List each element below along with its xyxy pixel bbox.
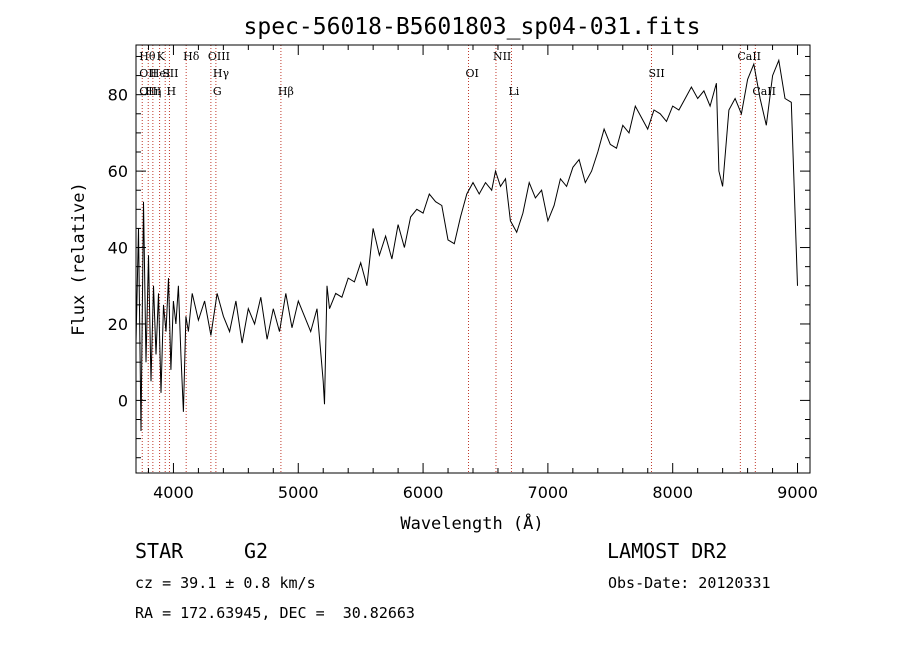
- line-marker-label: Hβ: [278, 85, 294, 98]
- line-marker-label: Li: [508, 85, 519, 98]
- line-marker-label: SII: [162, 67, 178, 80]
- line-marker-label: Hγ: [213, 67, 230, 80]
- x-tick-label: 8000: [652, 483, 693, 502]
- y-tick-label: 60: [108, 162, 128, 181]
- line-marker-label: OI: [466, 67, 479, 80]
- line-marker-label: H: [166, 85, 176, 98]
- chart-title: spec-56018-B5601803_sp04-031.fits: [244, 14, 701, 40]
- line-marker-label: Hδ: [183, 50, 200, 63]
- coordinates: RA = 172.63945, DEC = 30.82663: [135, 604, 415, 622]
- line-marker-label: HeI: [150, 67, 170, 80]
- y-tick-label: 80: [108, 86, 128, 105]
- x-tick-label: 4000: [153, 483, 194, 502]
- x-axis-label: Wavelength (Å): [400, 512, 543, 534]
- spectrum-series: [135, 58, 798, 432]
- survey-name: LAMOST DR2: [607, 539, 728, 563]
- spectral-subclass: G2: [244, 539, 269, 563]
- x-tick-label: 5000: [278, 483, 319, 502]
- y-tick-label: 0: [118, 391, 128, 410]
- line-marker-label: CaII: [737, 50, 761, 63]
- line-marker-label: SII: [648, 67, 664, 80]
- y-tick-label: 20: [108, 315, 128, 334]
- line-marker-label: NII: [493, 50, 511, 63]
- object-class: STAR: [135, 539, 184, 563]
- axes: 4000 5000 6000 7000 8000 9000 0 20 40 60 80: [108, 45, 818, 502]
- spectrum-line: [135, 58, 798, 432]
- line-marker-label: K: [157, 50, 166, 63]
- x-tick-label: 9000: [777, 483, 818, 502]
- y-axis-label: Flux (relative): [69, 182, 89, 336]
- redshift-velocity: cz = 39.1 ± 0.8 km/s: [135, 574, 316, 592]
- y-tick-label: 40: [108, 239, 128, 258]
- line-marker-label: OII: [139, 67, 157, 80]
- line-marker-label: OIII: [208, 50, 230, 63]
- x-tick-label: 6000: [403, 483, 444, 502]
- line-marker-label: Hη: [145, 85, 161, 98]
- line-marker-label: G: [213, 85, 222, 98]
- line-marker-label: CaII: [752, 85, 776, 98]
- x-tick-label: 7000: [528, 483, 569, 502]
- observation-date: Obs-Date: 20120331: [608, 574, 771, 592]
- plot-frame: [135, 44, 811, 474]
- line-marker-label: Hθ: [139, 50, 156, 63]
